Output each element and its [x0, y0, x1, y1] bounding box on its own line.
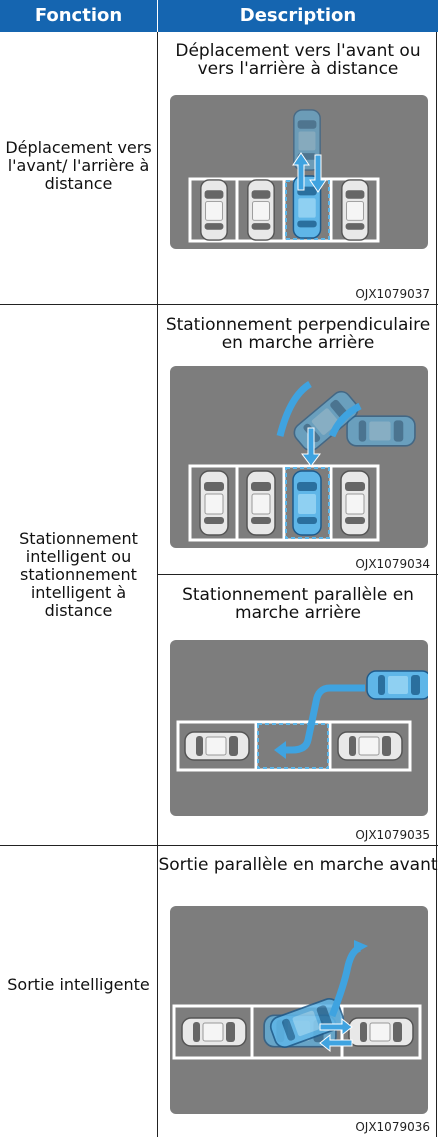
caption: Stationnement parallèle en marche arrièr… — [182, 585, 414, 623]
caption: Sortie parallèle en marche avant — [158, 855, 438, 875]
illustration — [170, 640, 428, 816]
figure-code: OJX1079036 — [355, 1120, 430, 1134]
illustration — [170, 366, 428, 548]
caption: Déplacement vers l'avant ou vers l'arriè… — [175, 41, 421, 79]
right-border — [436, 32, 437, 1137]
figure-code: OJX1079037 — [355, 287, 430, 301]
function-name: Déplacement vers l'avant/ l'arrière à di… — [5, 138, 152, 193]
figure-code: OJX1079035 — [355, 828, 430, 842]
item-divider — [158, 574, 438, 575]
caption: Stationnement perpendiculaire en marche … — [165, 315, 431, 353]
function-name: Sortie intelligente — [7, 975, 150, 994]
header-function: Fonction — [0, 0, 157, 32]
illustration — [170, 906, 428, 1114]
column-divider — [157, 32, 158, 1137]
header-description: Description — [158, 0, 438, 32]
row-divider — [0, 304, 438, 305]
function-name: Stationnement intelligent ou stationneme… — [19, 529, 138, 620]
illustration — [170, 95, 428, 249]
figure-code: OJX1079034 — [355, 557, 430, 571]
row-divider — [0, 845, 438, 846]
